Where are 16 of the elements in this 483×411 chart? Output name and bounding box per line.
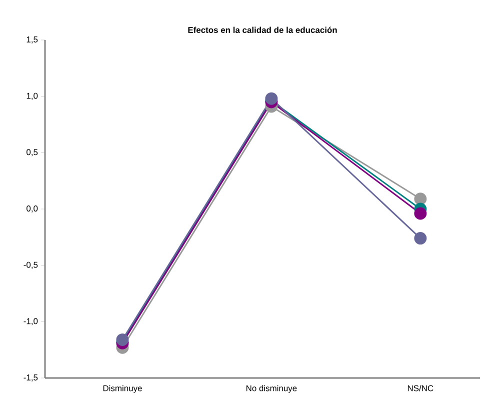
point: [414, 207, 427, 220]
point: [265, 92, 278, 105]
x-tick-label: NS/NC: [408, 385, 434, 392]
y-tick-label: 0,0: [26, 206, 38, 212]
point: [414, 192, 427, 206]
y-tick-label: -0,5: [24, 262, 38, 269]
chart-title: Efectos en la calidad de la educación: [188, 26, 337, 33]
x-tick-label: No disminuye: [246, 385, 297, 393]
point: [116, 333, 129, 346]
y-tick-label: -1,5: [24, 374, 38, 382]
y-tick-label: 1,0: [26, 92, 38, 100]
y-tick-label: -1,0: [24, 318, 38, 326]
y-tick-label: 1,5: [26, 36, 38, 44]
x-tick-label: Disminuye: [103, 385, 142, 393]
point: [414, 232, 427, 245]
y-tick-label: 0,5: [26, 149, 38, 156]
